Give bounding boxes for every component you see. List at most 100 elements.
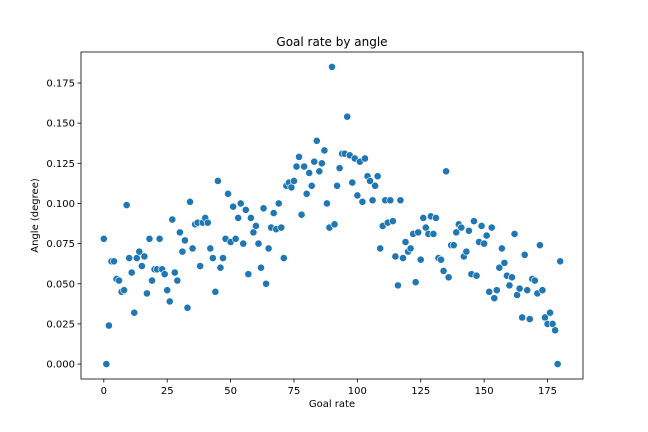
scatter-point [297,210,306,219]
scatter-point [214,177,222,185]
scatter-point [551,326,560,335]
x-tick-label: 25 [161,386,174,397]
scatter-point [508,273,516,282]
scatter-point [135,247,144,256]
y-tick-label: 0.150 [46,119,75,130]
scatter-point [170,268,179,277]
scatter-point [125,254,134,262]
scatter-point [246,214,255,222]
scatter-point [485,287,494,296]
scatter-point [183,303,192,312]
y-tick-label: 0.050 [46,279,75,290]
scatter-point [208,254,217,262]
y-tick-label: 0.000 [46,360,75,371]
scatter-point [132,254,141,262]
scatter-point [279,254,288,262]
scatter-point [343,112,352,121]
scatter-point [216,263,225,272]
scatter-point [206,244,215,253]
scatter-point [127,268,136,277]
scatter-point [333,181,341,190]
scatter-point [480,239,489,248]
scatter-point [520,250,529,259]
scatter-point [292,162,301,171]
scatter-point [104,321,113,330]
scatter-point [317,159,326,168]
scatter-point [145,234,154,243]
scatter-point [277,223,286,232]
scatter-point [465,226,473,235]
scatter-point [234,214,243,222]
scatter-point [264,244,273,253]
scatter-point [432,214,440,222]
scatter-point [401,238,410,246]
scatter-point [472,271,481,280]
scatter-point [165,297,174,306]
y-tick-label: 0.100 [46,199,75,210]
scatter-point [523,286,532,295]
y-axis: 0.000 0.025 0.050 0.075 0.100 0.125 0.150 0.175 [46,78,81,371]
scatter-point [388,217,397,226]
scatter-points [99,63,565,368]
plot-frame [80,51,584,380]
scatter-point [556,257,565,266]
scatter-point [219,254,227,262]
scatter-point [302,189,311,198]
scatter-point [462,247,471,256]
scatter-point [186,197,194,206]
scatter-point [140,252,149,261]
scatter-point [290,177,298,185]
scatter-point [122,201,131,209]
scatter-point [437,255,445,264]
scatter-point [236,199,245,208]
scatter-point [262,279,270,288]
scatter-point [538,286,547,295]
scatter-point [394,281,402,290]
scatter-point [548,320,557,328]
scatter-point [160,270,169,279]
scatter-point [130,308,139,317]
scatter-point [305,169,314,177]
scatter-point [259,204,268,213]
scatter-point [295,152,303,161]
scatter-point [513,291,521,299]
scatter-point [518,313,527,322]
scatter-point [110,257,118,266]
scatter-point [300,162,309,171]
scatter-point [229,202,238,211]
scatter-point [155,234,164,243]
scatter-point [312,136,321,145]
y-tick-label: 0.175 [46,78,75,89]
scatter-point [335,164,344,173]
scatter-point [505,281,514,290]
scatter-point [482,231,491,240]
scatter-point [211,287,220,296]
scatter-point [254,239,263,248]
scatter-point [310,157,319,166]
scatter-point [396,196,405,205]
scatter-point [252,222,260,230]
x-tick-label: 150 [475,386,494,397]
x-tick-label: 100 [348,386,367,397]
x-tick-label: 175 [538,386,557,397]
chart-title: Goal rate by angle [276,35,387,49]
scatter-point [368,196,377,205]
scatter-point [361,154,369,163]
scatter-point [500,258,509,267]
scatter-point [241,205,250,214]
scatter-point [115,276,123,285]
scatter-point [269,209,278,217]
scatter-point [175,228,184,237]
y-axis-label: Angle (degree) [30,178,41,253]
scatter-point [399,254,407,262]
scatter-point [358,197,367,206]
scatter-point [492,286,501,295]
scatter-point [414,228,423,237]
scatter-point [231,234,240,243]
scatter-point [99,234,108,243]
scatter-point [457,223,466,232]
x-axis-label: Goal rate [309,399,355,410]
scatter-point [421,223,430,232]
scatter-point [249,228,258,237]
